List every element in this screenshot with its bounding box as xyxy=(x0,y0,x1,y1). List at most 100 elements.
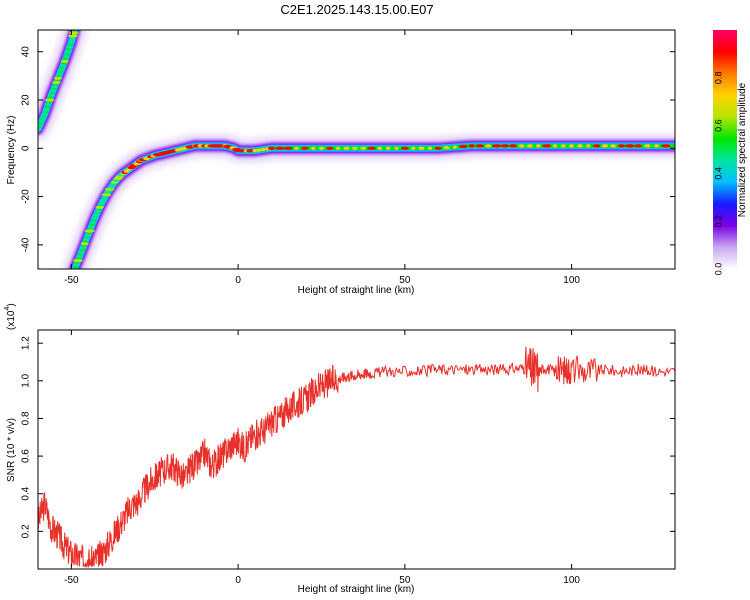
trace-hotspot xyxy=(73,259,83,263)
trace-hotspot xyxy=(394,146,399,150)
colorbar-label: Normalized spectral amplitude xyxy=(737,82,748,217)
trace-hotspot xyxy=(38,123,44,127)
trace-hotspot xyxy=(500,144,510,148)
trace-hotspot xyxy=(105,187,115,191)
x-tick-label: -50 xyxy=(64,275,79,286)
trace-hotspot xyxy=(360,146,367,150)
snr-series-line xyxy=(38,346,675,569)
trace-hotspot xyxy=(77,254,83,258)
trace-hotspot xyxy=(101,193,112,197)
trace-hotspot xyxy=(88,225,95,229)
snr-panel: -50 0 50 100 0.2 0.4 0.6 0.8 1.0 1.2 (x104) Heig… xyxy=(4,303,676,595)
x-tick-label: -50 xyxy=(64,575,79,586)
trace-hotspot xyxy=(561,144,566,148)
colorbar-tick-label: 0.6 xyxy=(713,119,723,132)
trace-hotspot xyxy=(70,37,75,41)
x-tick-label: 100 xyxy=(563,575,580,586)
figure-title: C2E1.2025.143.15.00.E07 xyxy=(280,2,433,17)
x-tick-label: 50 xyxy=(399,275,411,286)
trace-hotspot xyxy=(73,263,80,267)
trace-hotspot xyxy=(518,144,525,148)
trace-hotspot xyxy=(326,146,334,150)
trace-hotspot xyxy=(79,246,87,250)
trace-hotspot xyxy=(267,146,276,150)
trace-hotspot xyxy=(336,146,341,150)
trace-hotspot xyxy=(536,144,541,148)
trace-hotspot xyxy=(654,144,660,148)
trace-hotspot xyxy=(84,229,95,233)
trace-hotspot xyxy=(301,146,309,150)
trace-hotspot xyxy=(256,148,261,152)
trace-hotspot xyxy=(49,89,57,93)
y-tick-label: 20 xyxy=(21,94,32,106)
trace-hotspot xyxy=(68,34,78,38)
colorbar-ticks: 0.0 0.2 0.4 0.6 0.8 xyxy=(713,72,723,276)
trace-hotspot xyxy=(260,147,266,152)
colorbar-tick-label: 0.0 xyxy=(713,263,723,276)
snr-frame xyxy=(37,329,676,570)
trace-hotspot xyxy=(42,108,50,112)
trace-hotspot xyxy=(569,144,575,148)
trace-hotspot xyxy=(66,45,74,49)
y-tick-label: 40 xyxy=(21,46,32,58)
trace-hotspot xyxy=(592,144,601,148)
trace-hotspot xyxy=(367,146,376,150)
spectrogram-frame xyxy=(37,29,676,270)
trace-hotspot xyxy=(401,146,409,150)
snr-x-label: Height of straight line (km) xyxy=(298,584,415,595)
trace-hotspot xyxy=(45,98,55,102)
trace-hotspot xyxy=(85,233,91,237)
trace-hotspot xyxy=(95,205,104,209)
snr-y-label: SNR (10 * v/v) xyxy=(6,418,17,482)
spectrogram-traces xyxy=(38,30,675,269)
trace-hotspot xyxy=(318,146,325,150)
trace-hotspot xyxy=(385,146,391,150)
y-tick-label: 0.2 xyxy=(21,524,32,538)
trace-hotspot xyxy=(83,237,90,241)
trace-hotspot xyxy=(452,145,457,149)
trace-hotspot xyxy=(577,144,583,148)
trace-hotspot xyxy=(108,185,115,189)
trace-hotspot xyxy=(618,144,626,148)
trace-hotspot xyxy=(468,144,475,148)
spectrogram-x-axis: -50 0 50 100 xyxy=(64,30,580,286)
trace-hotspot xyxy=(38,127,42,131)
trace-hotspot xyxy=(68,40,74,44)
trace-hotspot xyxy=(310,146,316,150)
trace-hotspot xyxy=(661,144,671,148)
x-tick-label: 0 xyxy=(235,575,241,586)
trace-hotspot xyxy=(57,72,62,76)
trace-hotspot xyxy=(51,85,58,89)
trace-hotspot xyxy=(102,196,107,200)
spectrogram-y-axis: -40 -20 0 20 40 xyxy=(21,46,675,252)
trace-hotspot xyxy=(78,250,85,254)
colorbar-tick-label: 0.8 xyxy=(713,72,723,85)
trace-hotspot xyxy=(475,144,485,148)
y-tick-label: -20 xyxy=(21,189,32,204)
trace-hotspot xyxy=(542,144,552,148)
trace-hotspot xyxy=(110,182,116,187)
trace-hotspot xyxy=(105,190,111,194)
trace-hotspot xyxy=(410,146,416,150)
trace-hotspot xyxy=(93,213,100,217)
y-tick-label: 1.2 xyxy=(21,336,32,350)
trace-hotspot xyxy=(98,202,105,206)
trace-hotspot xyxy=(95,209,101,213)
y-tick-label: 0.6 xyxy=(21,449,32,463)
trace-hotspot xyxy=(625,144,635,148)
trace-hotspot xyxy=(418,146,425,150)
trace-hotspot xyxy=(610,144,617,148)
y-tick-label: 1.0 xyxy=(21,373,32,387)
spectrogram-panel: -50 0 50 100 -40 -20 0 20 40 Height of straight… xyxy=(6,29,676,296)
trace-hotspot xyxy=(91,216,99,220)
trace-hotspot xyxy=(377,146,383,150)
spectrogram-y-label: Frequency (Hz) xyxy=(6,116,17,185)
trace-hotspot xyxy=(644,144,651,148)
trace-hotspot xyxy=(491,144,502,148)
trace-hotspot xyxy=(443,146,450,150)
trace-hotspot xyxy=(275,146,285,150)
trace-halo xyxy=(63,134,675,269)
trace-hotspot xyxy=(80,242,89,246)
colorbar: 0.0 0.2 0.4 0.6 0.8 Normalized spectral ampl… xyxy=(713,30,748,275)
